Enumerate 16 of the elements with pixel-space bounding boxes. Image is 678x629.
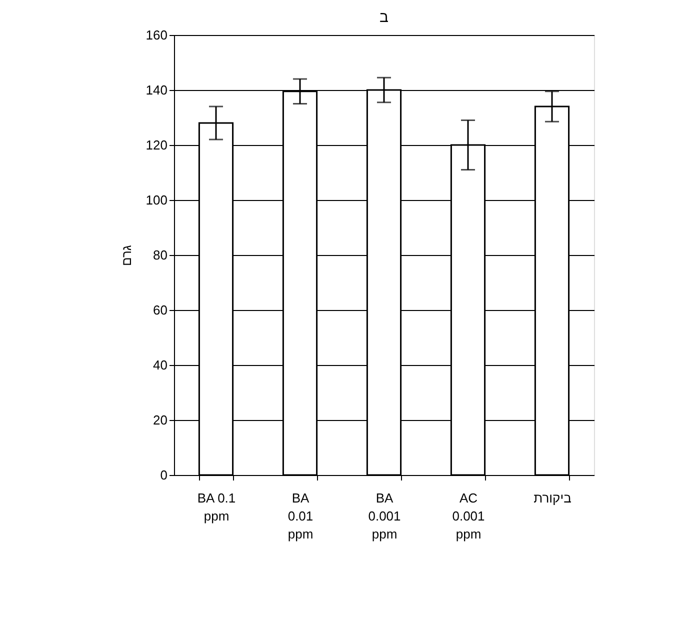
- chart-title: ב: [380, 9, 389, 26]
- y-tick-label: 20: [153, 412, 168, 428]
- x-tick-label: BA 0.001 ppm: [368, 490, 401, 542]
- y-tick-label: 120: [146, 138, 168, 152]
- y-tick-label: 0: [160, 468, 168, 482]
- y-tick-label: 100: [146, 192, 168, 208]
- y-tick-label: 160: [146, 28, 168, 42]
- y-tick-label: 80: [153, 248, 168, 262]
- y-tick-label: 60: [153, 302, 168, 318]
- x-tick-label: BA 0.01 ppm: [288, 490, 314, 542]
- y-tick-label: 40: [153, 358, 168, 372]
- y-tick-label: 140: [146, 82, 168, 98]
- x-tick-label: ביקורת: [534, 490, 572, 506]
- y-axis-title: גרם: [118, 244, 134, 266]
- x-tick-label: AC 0.001 ppm: [452, 490, 485, 542]
- x-tick-label: BA 0.1 ppm: [197, 490, 236, 524]
